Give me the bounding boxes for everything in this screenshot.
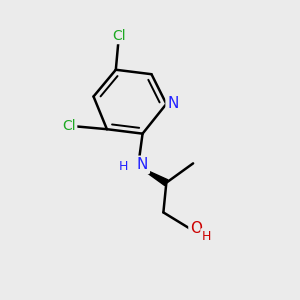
Text: H: H [202, 230, 211, 243]
Text: Cl: Cl [62, 119, 76, 133]
Text: N: N [167, 96, 178, 111]
Text: O: O [190, 221, 202, 236]
Text: H: H [119, 160, 128, 173]
Text: Cl: Cl [112, 28, 126, 43]
Text: N: N [137, 158, 148, 172]
Polygon shape [138, 166, 168, 185]
